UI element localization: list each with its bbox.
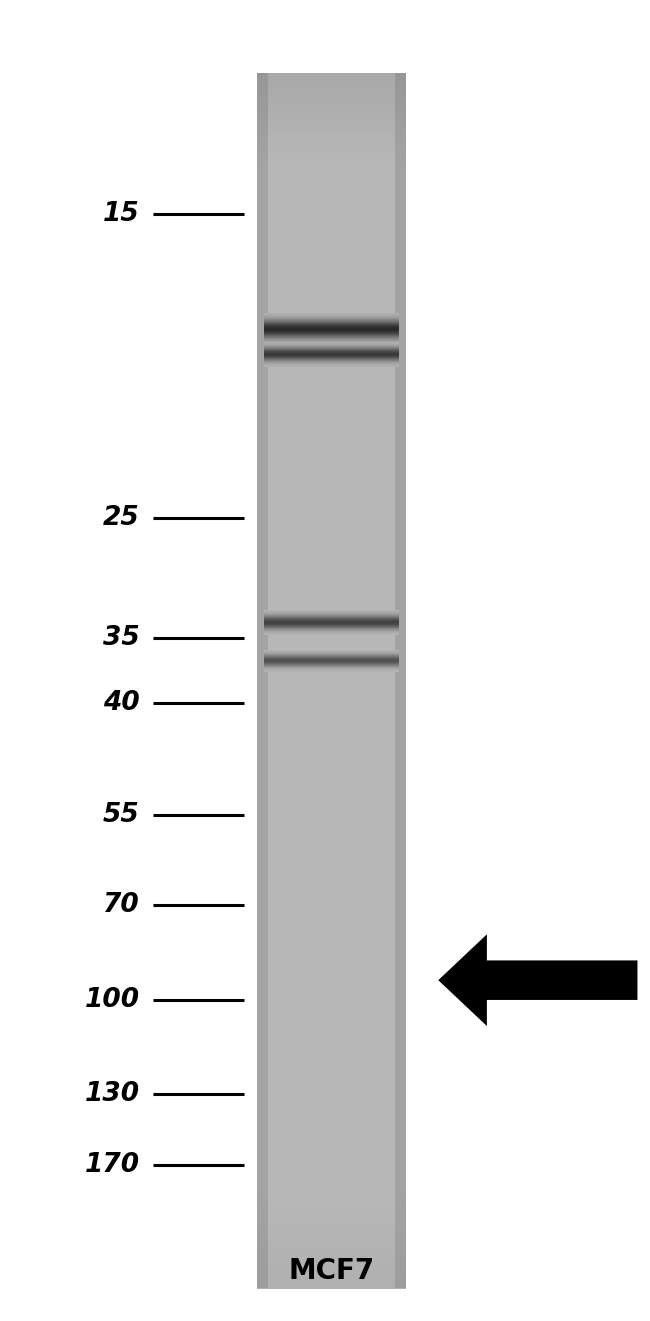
Text: 35: 35 <box>103 625 140 651</box>
Text: 70: 70 <box>103 892 140 918</box>
Text: 170: 170 <box>84 1152 140 1178</box>
Text: 55: 55 <box>103 802 140 828</box>
Text: MCF7: MCF7 <box>289 1256 374 1285</box>
Text: 15: 15 <box>103 201 140 227</box>
Text: 100: 100 <box>84 987 140 1013</box>
Text: 25: 25 <box>103 505 140 531</box>
Text: 130: 130 <box>84 1081 140 1107</box>
Text: 40: 40 <box>103 690 140 716</box>
